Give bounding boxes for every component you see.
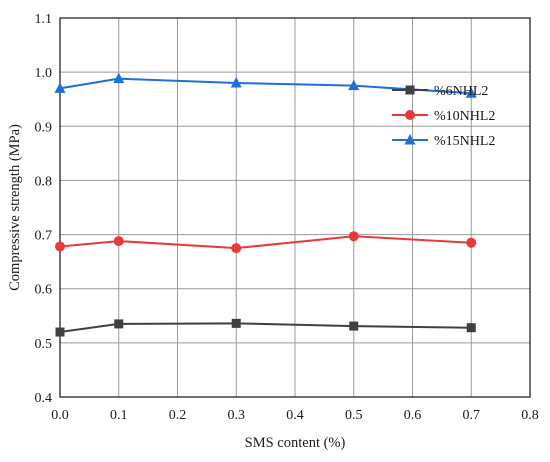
y-tick-label: 0.4 bbox=[35, 391, 53, 406]
x-tick-label: 0.7 bbox=[463, 408, 481, 423]
x-tick-label: 0.5 bbox=[345, 408, 363, 423]
data-point bbox=[54, 82, 66, 93]
x-tick-label: 0.8 bbox=[521, 408, 539, 423]
data-point bbox=[113, 72, 125, 84]
x-tick-label: 0.2 bbox=[169, 408, 187, 423]
legend-marker bbox=[405, 110, 415, 120]
data-point bbox=[55, 327, 65, 337]
legend-marker bbox=[404, 134, 416, 145]
data-point bbox=[231, 243, 242, 254]
data-point bbox=[55, 241, 65, 252]
data-point bbox=[349, 321, 359, 331]
series-1 bbox=[55, 231, 477, 254]
series-0 bbox=[55, 318, 476, 337]
y-tick-label: 0.5 bbox=[35, 337, 53, 352]
data-point bbox=[348, 231, 359, 242]
x-tick-label: 0.3 bbox=[228, 408, 246, 423]
data-point bbox=[348, 79, 360, 91]
data-point bbox=[465, 87, 477, 98]
y-tick-label: 0.9 bbox=[35, 120, 53, 135]
y-tick-label: 0.6 bbox=[35, 283, 53, 298]
legend-marker bbox=[405, 85, 415, 95]
data-point bbox=[466, 323, 476, 333]
x-tick-label: 0.4 bbox=[286, 408, 304, 423]
legend-item: %10NHL2 bbox=[392, 109, 495, 124]
data-point bbox=[230, 76, 242, 88]
y-axis-label: Compressive strength (MPa) bbox=[7, 124, 23, 291]
legend: %6NHL2 %10NHL2 %15NHL2 bbox=[392, 84, 495, 149]
y-tick-label: 1.0 bbox=[35, 66, 53, 81]
x-tick-label: 0.0 bbox=[51, 408, 69, 423]
series-layer bbox=[54, 72, 477, 337]
x-tick-label: 0.6 bbox=[404, 408, 422, 423]
data-point bbox=[466, 237, 477, 248]
legend-label: %15NHL2 bbox=[434, 134, 495, 149]
legend-item: %15NHL2 bbox=[392, 134, 495, 149]
y-tick-label: 1.1 bbox=[35, 12, 53, 27]
y-tick-label: 0.7 bbox=[35, 229, 53, 244]
series-2 bbox=[54, 72, 477, 98]
data-point bbox=[114, 319, 124, 329]
tick-labels: 0.0 0.1 0.2 0.3 0.4 0.5 0.6 0.7 0.8 0.4 0.5 0.6 0.7 0… bbox=[35, 12, 539, 423]
x-tick-label: 0.1 bbox=[110, 408, 128, 423]
grid-lines bbox=[60, 18, 530, 397]
data-point bbox=[231, 318, 241, 328]
y-tick-label: 0.8 bbox=[35, 174, 53, 189]
legend-label: %6NHL2 bbox=[434, 84, 488, 99]
plot-area-border bbox=[59, 17, 531, 398]
data-point bbox=[113, 236, 124, 247]
x-axis-label: SMS content (%) bbox=[245, 435, 346, 451]
legend-item: %6NHL2 bbox=[392, 84, 488, 99]
legend-label: %10NHL2 bbox=[434, 109, 495, 124]
